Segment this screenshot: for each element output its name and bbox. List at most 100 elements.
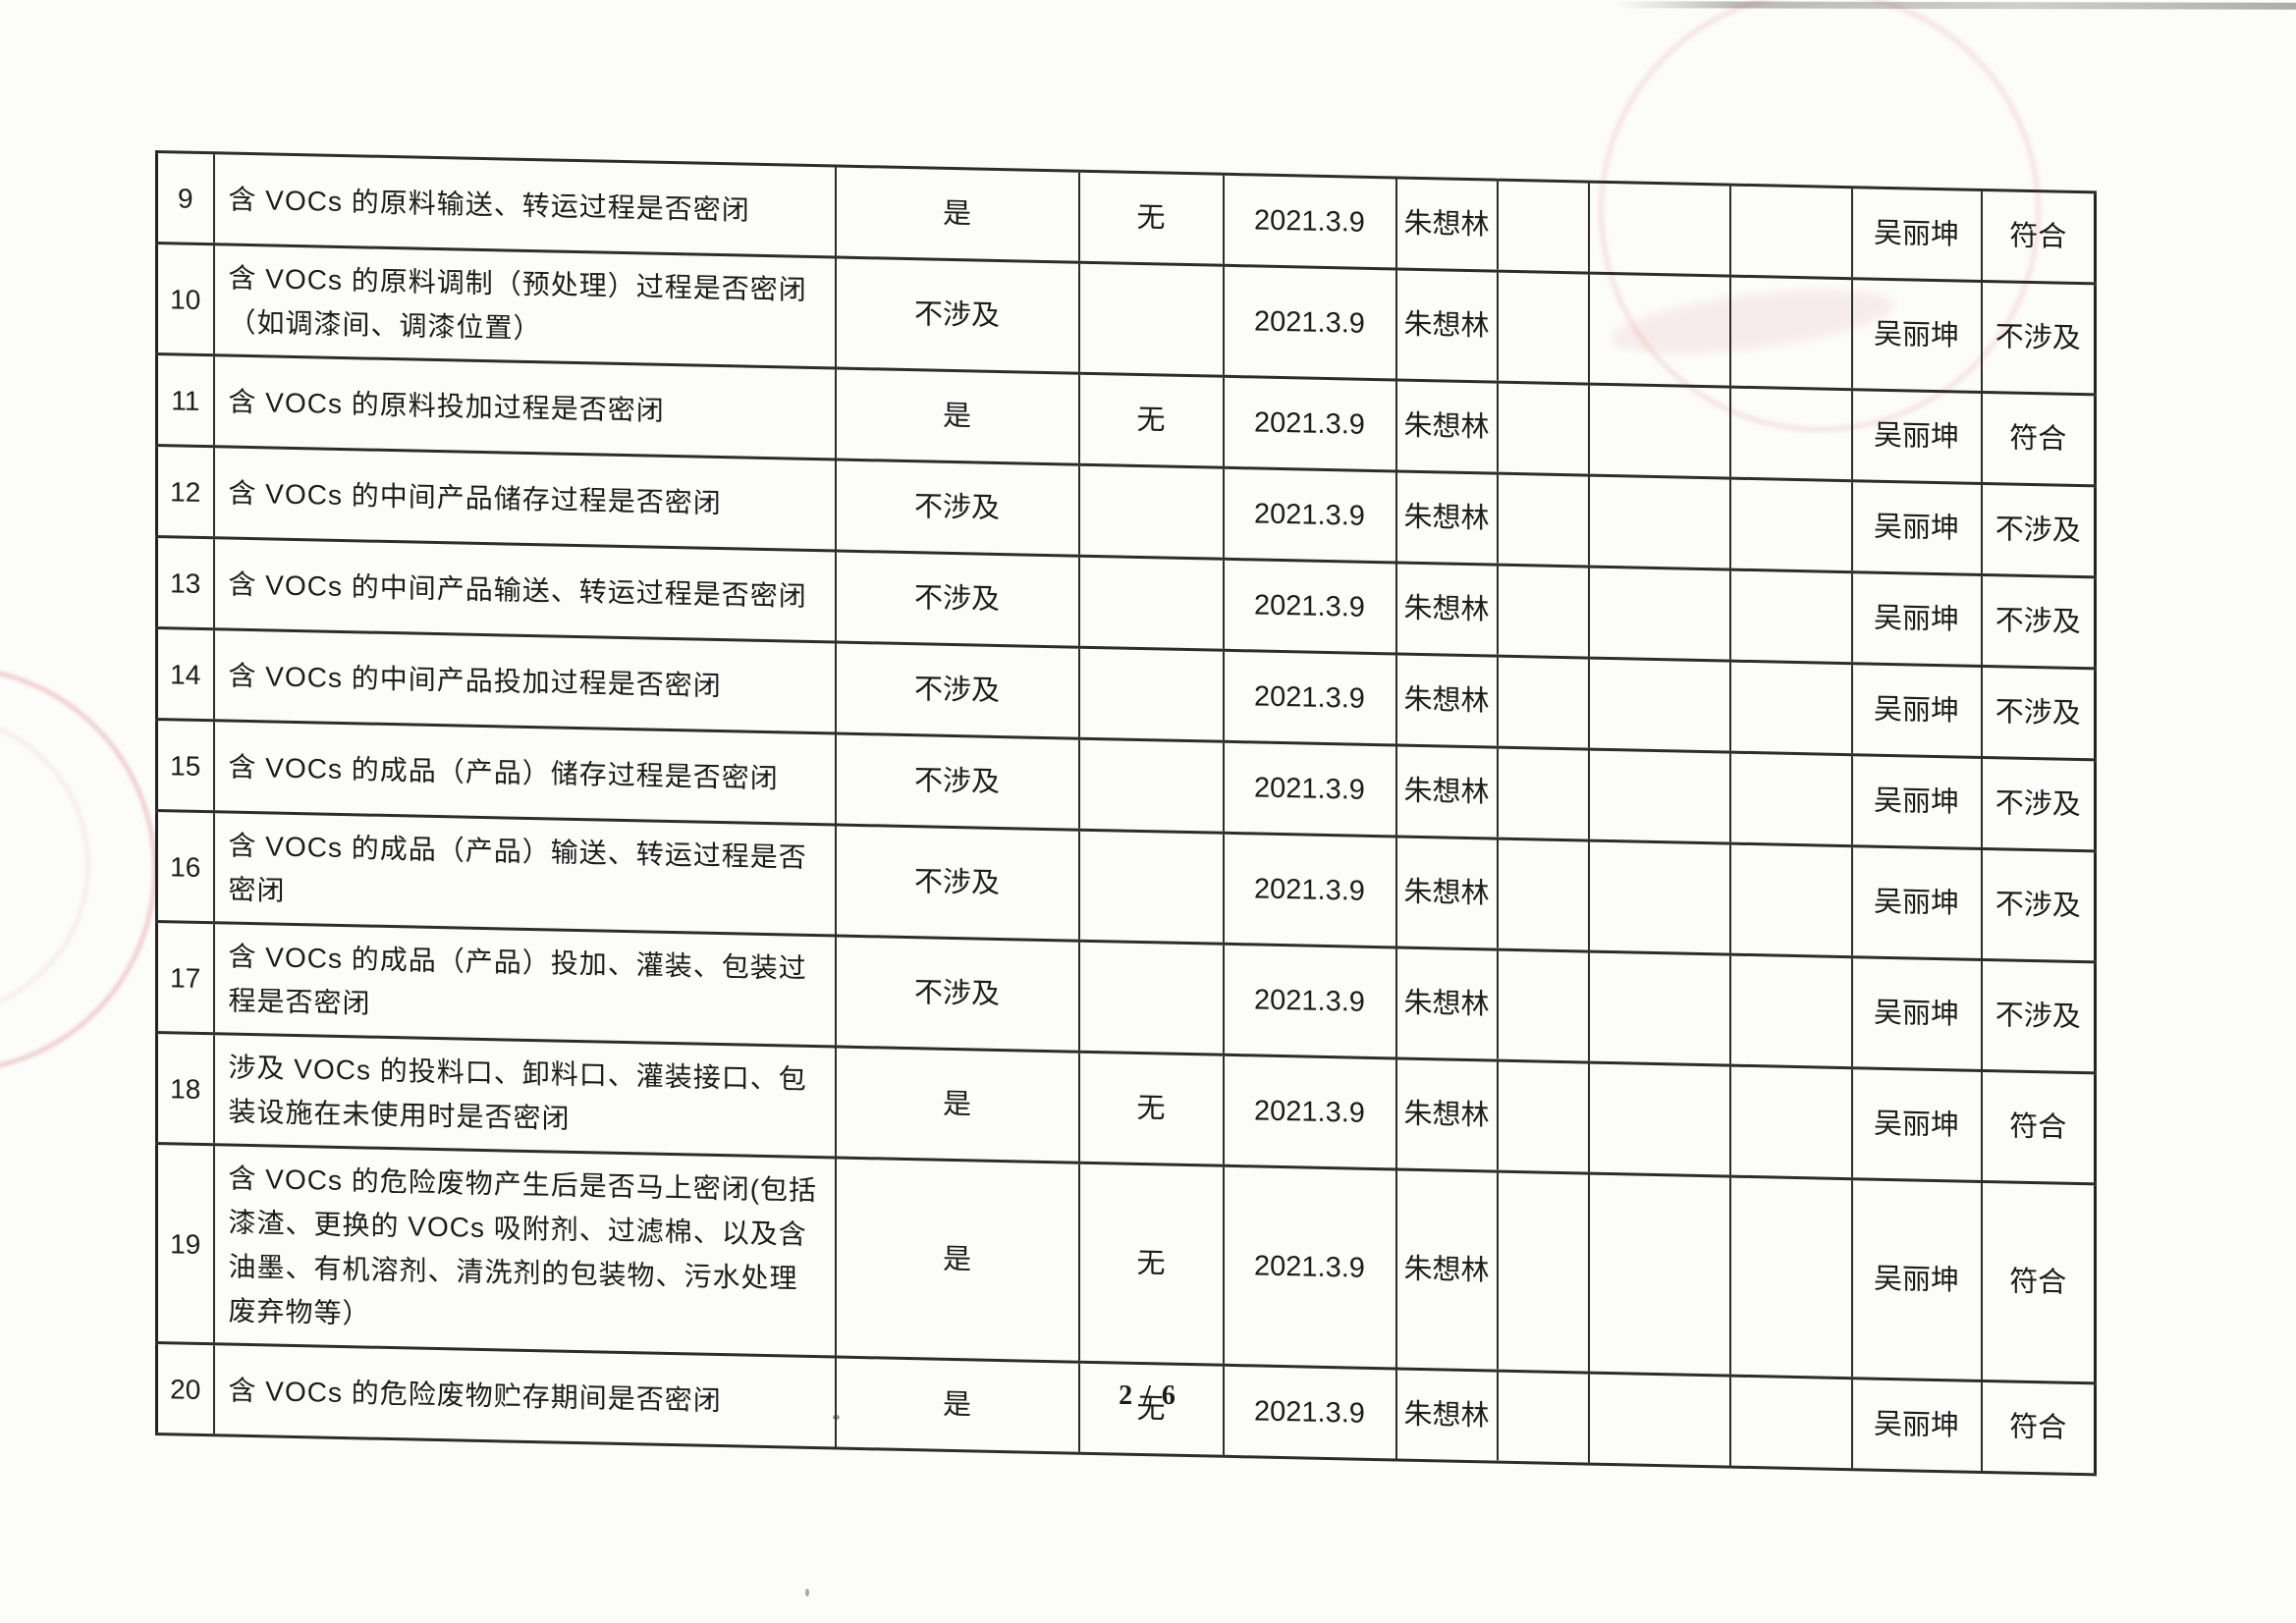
conclusion-cell: 不涉及 — [1981, 757, 2096, 851]
conclusion-cell: 不涉及 — [1981, 574, 2096, 669]
row-number-cell: 18 — [156, 1032, 214, 1145]
row-number-cell: 14 — [156, 627, 214, 721]
row-number-cell: 17 — [156, 921, 214, 1034]
result-cell: 不涉及 — [835, 551, 1079, 648]
question-cell: 含 VOCs 的原料投加过程是否密闭 — [213, 354, 836, 460]
question-cell: 含 VOCs 的成品（产品）储存过程是否密闭 — [213, 720, 836, 826]
row-number-cell: 16 — [156, 810, 214, 923]
question-cell: 含 VOCs 的中间产品储存过程是否密闭 — [213, 446, 836, 552]
date-cell: 2021.3.9 — [1223, 944, 1396, 1058]
secondary-result-cell — [1078, 738, 1224, 834]
secondary-result-cell — [1078, 647, 1224, 742]
empty-cell — [1588, 273, 1730, 388]
secondary-result-cell — [1078, 262, 1224, 377]
empty-cell — [1497, 565, 1589, 659]
inspector-cell: 朱想林 — [1395, 562, 1498, 657]
empty-cell — [1729, 478, 1852, 572]
date-cell: 2021.3.9 — [1223, 1055, 1396, 1169]
row-number-cell: 13 — [156, 536, 214, 629]
row-number-cell: 12 — [156, 445, 214, 538]
scan-speck — [833, 1415, 840, 1420]
red-seal-stamp-center — [1599, 0, 2041, 432]
empty-cell — [1588, 567, 1730, 662]
reviewer-cell: 吴丽坤 — [1851, 571, 1982, 667]
result-cell: 是 — [835, 166, 1079, 263]
result-cell: 不涉及 — [835, 257, 1079, 374]
empty-cell — [1729, 1376, 1852, 1470]
result-cell: 不涉及 — [835, 825, 1079, 942]
date-cell: 2021.3.9 — [1223, 1365, 1396, 1460]
empty-cell — [1588, 182, 1730, 277]
inspector-cell: 朱想林 — [1395, 653, 1498, 748]
question-cell: 含 VOCs 的成品（产品）投加、灌装、包装过程是否密闭 — [213, 922, 836, 1048]
secondary-result-cell: 无 — [1078, 1052, 1224, 1166]
reviewer-cell: 吴丽坤 — [1851, 480, 1982, 575]
date-cell: 2021.3.9 — [1223, 174, 1396, 269]
question-cell: 涉及 VOCs 的投料口、卸料口、灌装接口、包装设施在未使用时是否密闭 — [213, 1033, 836, 1159]
row-number-cell: 20 — [156, 1342, 214, 1435]
secondary-result-cell — [1078, 464, 1224, 560]
empty-cell — [1497, 747, 1589, 841]
empty-cell — [1729, 843, 1852, 957]
secondary-result-cell — [1078, 941, 1224, 1055]
empty-cell — [1729, 1176, 1852, 1379]
empty-cell — [1588, 384, 1730, 479]
date-cell: 2021.3.9 — [1223, 833, 1396, 947]
empty-cell — [1588, 1173, 1730, 1377]
result-cell: 不涉及 — [835, 733, 1079, 831]
empty-cell — [1497, 271, 1589, 385]
secondary-result-cell: 无 — [1078, 373, 1224, 468]
secondary-result-cell: 无 — [1078, 1163, 1224, 1366]
inspector-cell: 朱想林 — [1395, 1368, 1498, 1463]
conclusion-cell: 符合 — [1981, 1181, 2096, 1383]
question-cell: 含 VOCs 的原料输送、转运过程是否密闭 — [213, 152, 836, 258]
result-cell: 不涉及 — [835, 460, 1079, 557]
question-cell: 含 VOCs 的成品（产品）输送、转运过程是否密闭 — [213, 811, 836, 937]
scan-speck — [805, 1589, 809, 1596]
secondary-result-cell — [1078, 830, 1224, 945]
question-cell: 含 VOCs 的危险废物产生后是否马上密闭(包括漆渣、更换的 VOCs 吸附剂、… — [213, 1144, 836, 1358]
row-number-cell: 10 — [156, 243, 214, 355]
empty-cell — [1729, 661, 1852, 755]
result-cell: 是 — [835, 368, 1079, 465]
date-cell: 2021.3.9 — [1223, 265, 1396, 380]
empty-cell — [1588, 951, 1730, 1066]
reviewer-cell: 吴丽坤 — [1851, 1178, 1982, 1381]
inspector-cell: 朱想林 — [1395, 744, 1498, 839]
empty-cell — [1729, 276, 1852, 390]
conclusion-cell: 符合 — [1981, 189, 2096, 284]
inspector-cell: 朱想林 — [1395, 947, 1498, 1061]
result-cell: 是 — [835, 1047, 1079, 1163]
date-cell: 2021.3.9 — [1223, 559, 1396, 654]
question-cell: 含 VOCs 的危险废物贮存期间是否密闭 — [213, 1343, 836, 1449]
question-cell: 含 VOCs 的中间产品输送、转运过程是否密闭 — [213, 537, 836, 643]
date-cell: 2021.3.9 — [1223, 741, 1396, 837]
empty-cell — [1729, 387, 1852, 481]
empty-cell — [1729, 1065, 1852, 1179]
row-number-cell: 11 — [156, 353, 214, 447]
empty-cell — [1497, 473, 1589, 568]
conclusion-cell: 不涉及 — [1981, 281, 2096, 395]
empty-cell — [1729, 185, 1852, 279]
empty-cell — [1588, 1062, 1730, 1177]
reviewer-cell: 吴丽坤 — [1851, 845, 1982, 960]
result-cell: 不涉及 — [835, 642, 1079, 739]
row-number-cell: 9 — [156, 151, 214, 244]
inspector-cell: 朱想林 — [1395, 268, 1498, 383]
conclusion-cell: 不涉及 — [1981, 848, 2096, 962]
empty-cell — [1497, 180, 1589, 274]
secondary-result-cell — [1078, 556, 1224, 651]
row-number-cell: 15 — [156, 719, 214, 812]
inspector-cell: 朱想林 — [1395, 836, 1498, 950]
inspector-cell: 朱想林 — [1395, 1168, 1498, 1372]
empty-cell — [1729, 569, 1852, 664]
conclusion-cell: 不涉及 — [1981, 483, 2096, 577]
empty-cell — [1588, 840, 1730, 955]
conclusion-cell: 符合 — [1981, 392, 2096, 486]
result-cell: 是 — [835, 1158, 1079, 1363]
reviewer-cell: 吴丽坤 — [1851, 663, 1982, 758]
date-cell: 2021.3.9 — [1223, 1165, 1396, 1369]
